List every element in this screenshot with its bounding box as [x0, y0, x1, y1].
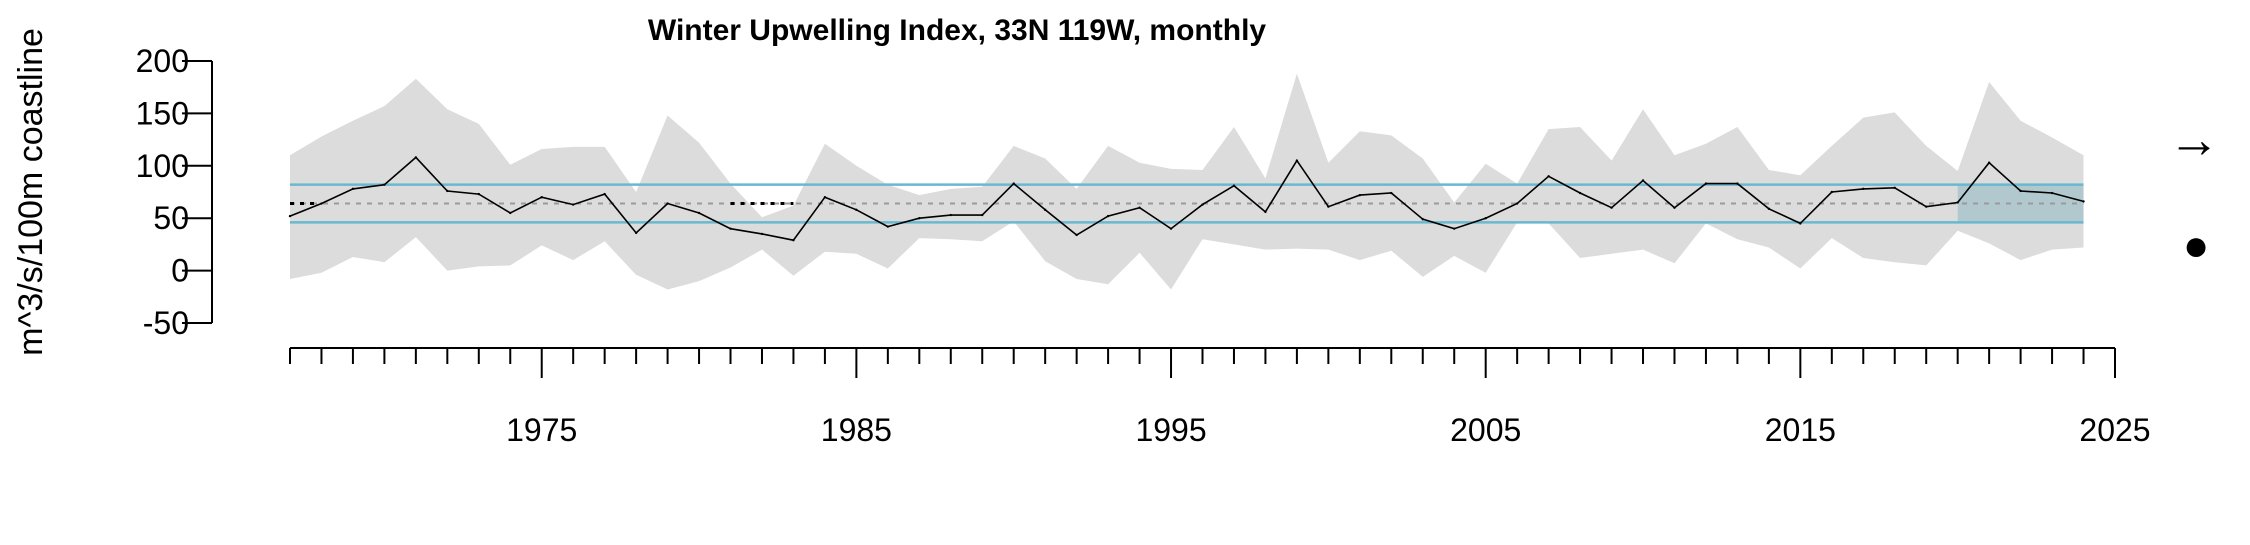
sd-band-layer	[290, 73, 2084, 290]
y-tick-label: -50	[143, 305, 189, 341]
data-point	[855, 208, 858, 212]
data-point	[1264, 210, 1267, 214]
x-axis: 1975 1985 1995 2005 2015 2025	[289, 347, 2151, 448]
data-point	[1390, 191, 1393, 195]
data-point	[1893, 186, 1896, 190]
data-point	[1453, 227, 1456, 230]
data-point	[1641, 179, 1645, 182]
data-point	[1106, 214, 1110, 218]
data-point	[2019, 189, 2022, 193]
data-point	[1075, 233, 1078, 237]
data-point	[288, 214, 292, 218]
x-tick-label: 1975	[506, 412, 577, 448]
data-point	[1358, 193, 1362, 197]
range-band	[290, 73, 2084, 290]
data-point	[1138, 206, 1141, 209]
data-point	[1295, 159, 1299, 162]
data-point	[949, 213, 952, 217]
data-point	[697, 211, 701, 215]
data-point	[2050, 191, 2054, 195]
x-tick-label: 2005	[1450, 412, 1521, 448]
x-tick-label: 2025	[2079, 412, 2150, 448]
data-point	[1547, 175, 1550, 178]
chart-title: Winter Upwelling Index, 33N 119W, monthl…	[648, 14, 1266, 47]
x-tick-label: 1995	[1135, 412, 1206, 448]
data-point	[509, 211, 512, 215]
data-point	[1610, 206, 1613, 209]
data-point	[1956, 201, 1959, 204]
data-point	[1484, 217, 1487, 220]
y-axis: 200 150 100 50 0 -50	[136, 43, 213, 341]
data-point	[981, 213, 984, 217]
y-axis-label: m^3/s/100m coastline	[12, 28, 50, 356]
data-point	[603, 192, 606, 196]
x-tick-label: 1985	[821, 412, 892, 448]
status-dot-icon: ●	[2183, 221, 2210, 270]
data-point	[351, 187, 355, 191]
data-point	[1201, 203, 1204, 206]
y-tick-label: 100	[136, 148, 189, 184]
series-layer	[288, 156, 2085, 242]
data-point	[634, 231, 638, 235]
data-point	[1421, 218, 1424, 221]
data-point	[414, 156, 418, 159]
data-point	[1673, 206, 1676, 209]
y-tick-label: 150	[136, 95, 189, 131]
trend-arrow-icon: →	[2168, 111, 2220, 169]
data-point	[792, 239, 795, 242]
data-point	[1012, 182, 1015, 185]
data-point	[760, 232, 764, 236]
data-point	[1043, 208, 1047, 212]
data-point	[1169, 227, 1173, 230]
data-point	[540, 196, 543, 199]
data-point	[1830, 190, 1834, 194]
y-tick-label: 50	[153, 200, 189, 236]
data-point	[1736, 182, 1739, 185]
data-point	[1862, 187, 1865, 191]
data-point	[446, 189, 449, 193]
data-point	[823, 196, 827, 199]
data-point	[477, 192, 480, 196]
data-point	[1987, 161, 1991, 164]
data-point	[320, 202, 323, 205]
data-point	[1327, 205, 1330, 208]
data-point	[383, 183, 386, 186]
data-point	[666, 202, 669, 205]
data-point	[1578, 191, 1582, 195]
data-point	[571, 203, 575, 206]
data-point	[1799, 222, 1802, 225]
data-point	[729, 227, 732, 230]
data-point	[1704, 182, 1708, 185]
data-point	[1515, 202, 1519, 205]
data-point	[886, 225, 890, 228]
data-point	[1925, 205, 1928, 208]
data-point	[918, 217, 921, 220]
data-point	[1767, 207, 1771, 210]
data-point	[1232, 184, 1236, 187]
series-line	[289, 156, 2084, 242]
x-tick-label: 2015	[1765, 412, 1836, 448]
y-tick-label: 200	[136, 43, 189, 79]
data-point	[2082, 200, 2085, 203]
y-tick-label: 0	[171, 253, 189, 289]
